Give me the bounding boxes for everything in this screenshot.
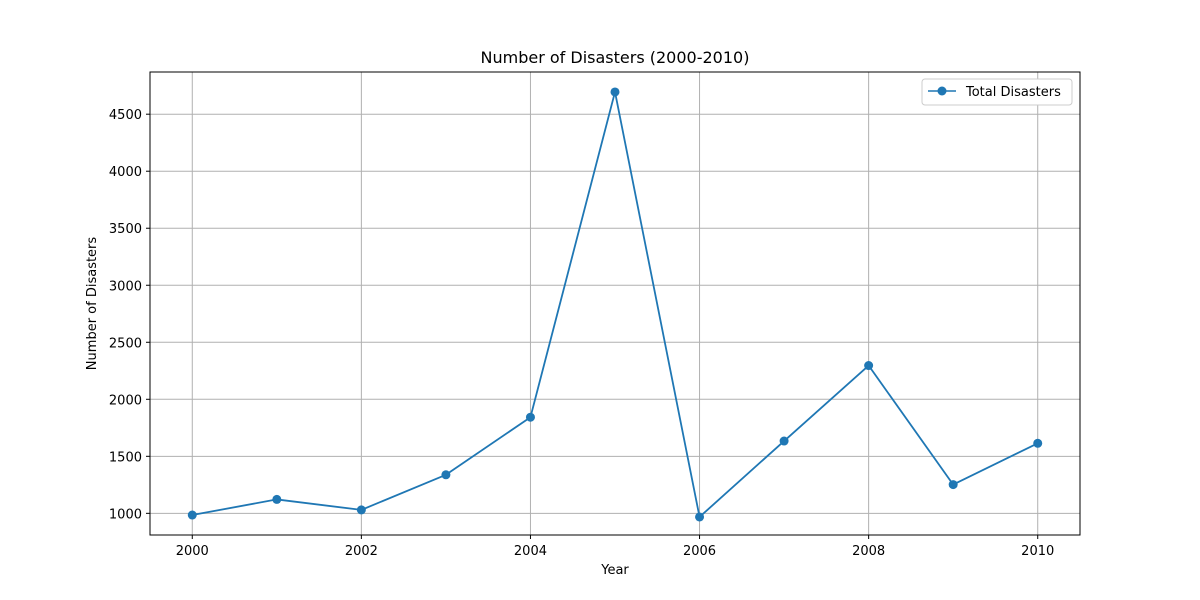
data-point	[948, 480, 958, 490]
x-tick-label: 2008	[852, 544, 885, 559]
y-tick-label: 1000	[109, 507, 142, 522]
y-tick-label: 4000	[109, 165, 142, 180]
y-tick-label: 4500	[109, 108, 142, 123]
legend-box	[921, 78, 1073, 106]
y-tick-label: 3500	[109, 222, 142, 237]
series-layer	[187, 87, 1043, 522]
data-point	[695, 512, 705, 522]
y-tick-label: 3000	[109, 279, 142, 294]
plot-frame	[149, 71, 1081, 536]
x-tick-label: 2004	[514, 544, 547, 559]
data-point	[610, 87, 620, 97]
data-point	[272, 494, 282, 504]
legend-marker	[937, 86, 947, 96]
data-point	[1033, 438, 1043, 448]
plot-area	[150, 72, 1080, 535]
x-tick-label: 2010	[1021, 544, 1054, 559]
y-axis-title: Number of Disasters	[85, 237, 100, 371]
x-tick-label: 2006	[683, 544, 716, 559]
y-tick-label: 2000	[109, 393, 142, 408]
x-tick-label: 2002	[345, 544, 378, 559]
y-tick-label: 1500	[109, 450, 142, 465]
data-point	[779, 436, 789, 446]
y-tick-label: 2500	[109, 336, 142, 351]
x-axis-title: Year	[600, 563, 629, 578]
legend: Total Disasters	[921, 78, 1073, 106]
data-point	[356, 505, 366, 515]
legend-label: Total Disasters	[965, 85, 1061, 100]
data-point	[525, 412, 535, 422]
grid	[150, 72, 1080, 535]
chart-title: Number of Disasters (2000-2010)	[481, 48, 750, 67]
ticks: 2000 2002 2004 2006 2008 2010 1000 1500 2000 2500…	[109, 108, 1054, 559]
x-tick-label: 2000	[176, 544, 209, 559]
data-point	[864, 361, 874, 371]
data-point	[187, 510, 197, 520]
data-point	[441, 470, 451, 480]
